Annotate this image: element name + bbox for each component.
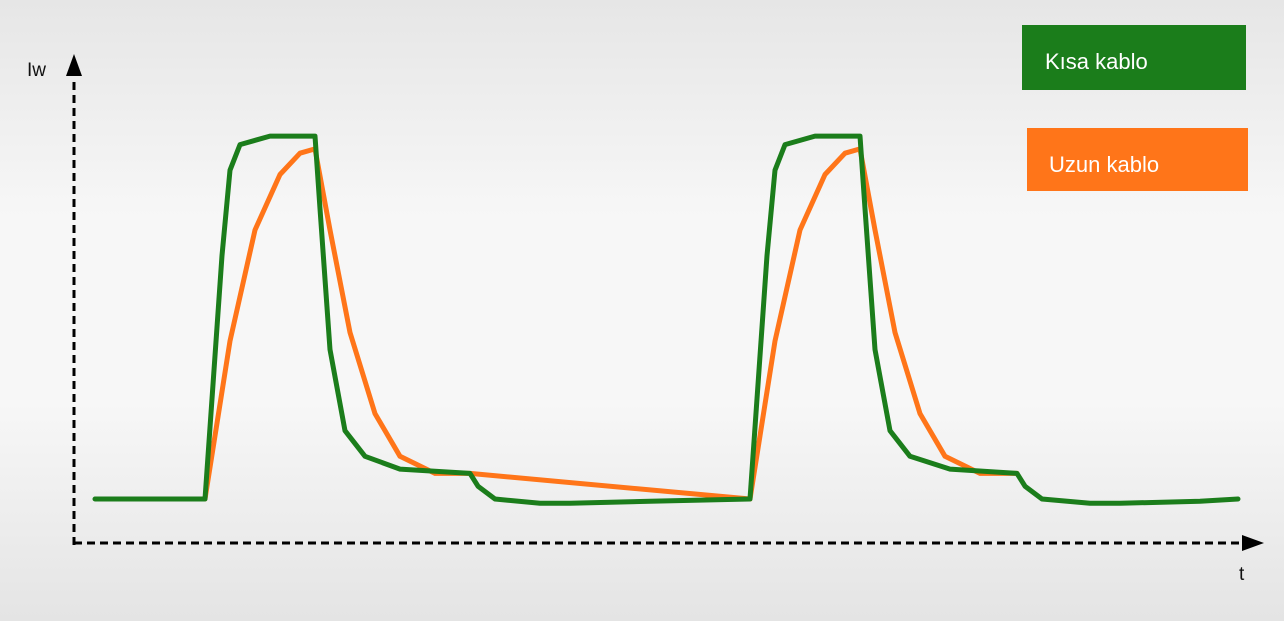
y-axis-arrow-icon bbox=[66, 54, 82, 76]
legend-item-kisa-kablo: Kısa kablo bbox=[1022, 25, 1246, 90]
x-axis-label: t bbox=[1239, 564, 1245, 585]
x-axis-arrow-icon bbox=[1242, 535, 1264, 551]
legend-item-uzun-kablo: Uzun kablo bbox=[1027, 128, 1248, 191]
axes: Iw t bbox=[27, 54, 1264, 585]
legend-swatch-uzun-kablo bbox=[1027, 128, 1248, 191]
series-line-kisa-kablo bbox=[92, 133, 1241, 506]
legend-label-uzun-kablo: Uzun kablo bbox=[1049, 152, 1159, 177]
legend-label-kisa-kablo: Kısa kablo bbox=[1045, 49, 1148, 74]
legend: Kısa kablo Uzun kablo bbox=[1022, 25, 1248, 191]
series-line-uzun-kablo bbox=[202, 146, 1020, 502]
series-layer bbox=[92, 133, 1241, 506]
y-axis-label: Iw bbox=[27, 60, 46, 81]
legend-swatch-kisa-kablo bbox=[1022, 25, 1246, 90]
